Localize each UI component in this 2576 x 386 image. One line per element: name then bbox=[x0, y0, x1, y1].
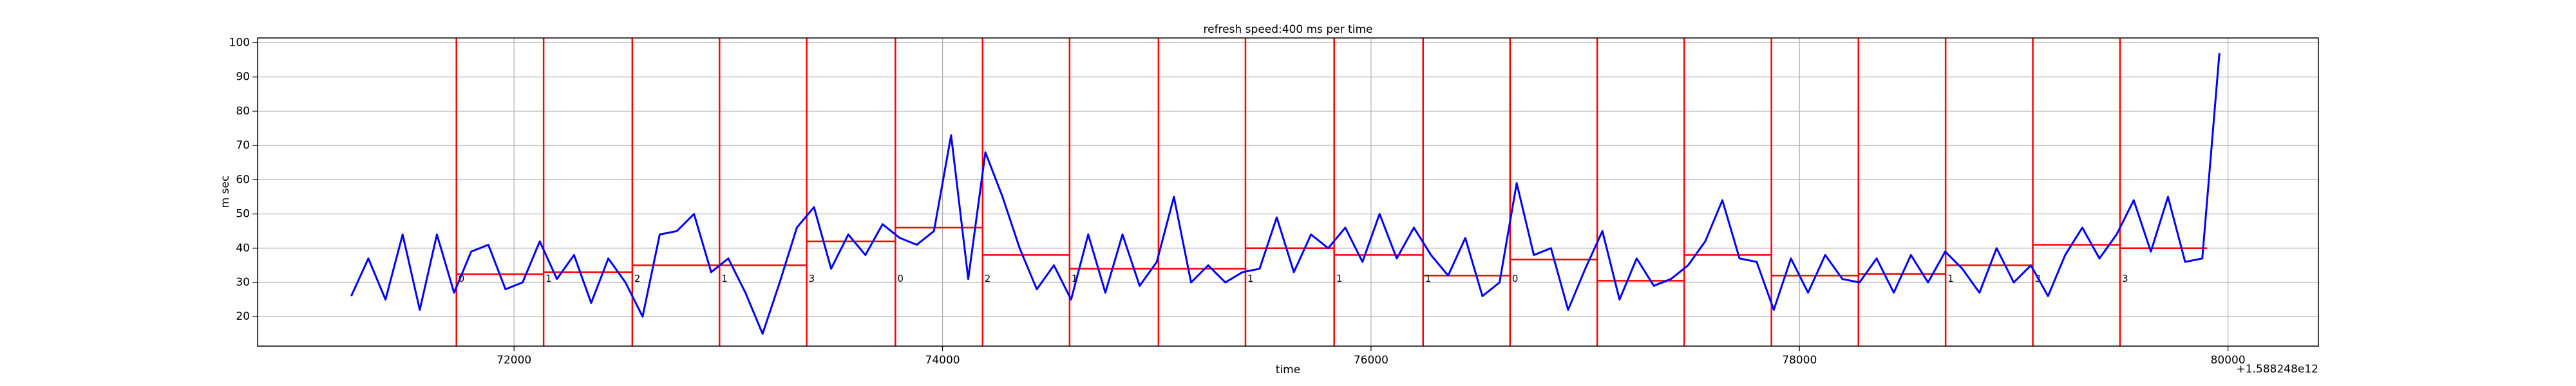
segment-label: 3 bbox=[2122, 273, 2128, 284]
segment-label: 0 bbox=[1512, 273, 1519, 284]
y-tick-label: 50 bbox=[236, 208, 250, 221]
segment-label: 1 bbox=[545, 273, 552, 284]
y-tick-label: 30 bbox=[236, 276, 250, 289]
x-tick-label: 80000 bbox=[2211, 354, 2246, 367]
y-tick-label: 90 bbox=[236, 71, 250, 84]
segment-label: 2 bbox=[634, 273, 641, 284]
y-axis-label: m sec bbox=[219, 176, 232, 208]
y-tick-label: 80 bbox=[236, 105, 250, 118]
data-line bbox=[350, 53, 2221, 335]
x-axis-label: time bbox=[1276, 363, 1300, 376]
y-tick-label: 70 bbox=[236, 139, 250, 152]
segment-label: 0 bbox=[459, 273, 465, 284]
x-tick-label: 76000 bbox=[1354, 354, 1388, 367]
segment-label: 1 bbox=[1336, 273, 1343, 284]
x-tick-label: 72000 bbox=[497, 354, 531, 367]
x-tick-label: 74000 bbox=[925, 354, 960, 367]
x-offset-label: +1.588248e12 bbox=[2237, 363, 2318, 376]
y-tick-label: 40 bbox=[236, 242, 250, 255]
x-tick-label: 78000 bbox=[1782, 354, 1817, 367]
segment-label: 3 bbox=[809, 273, 815, 284]
chart-title: refresh speed:400 ms per time bbox=[1204, 23, 1373, 36]
y-tick-label: 60 bbox=[236, 173, 250, 186]
plot-frame bbox=[257, 37, 2319, 347]
segment-label: 1 bbox=[1072, 273, 1078, 284]
segment-label: 1 bbox=[721, 273, 728, 284]
y-tick-label: 20 bbox=[236, 310, 250, 323]
segment-label: 2 bbox=[985, 273, 991, 284]
segment-label: 0 bbox=[897, 273, 904, 284]
y-tick-label: 100 bbox=[229, 36, 250, 49]
segment-label: 1 bbox=[1425, 273, 1432, 284]
segment-label: 1 bbox=[1247, 273, 1254, 284]
segment-label: 1 bbox=[1947, 273, 1954, 284]
